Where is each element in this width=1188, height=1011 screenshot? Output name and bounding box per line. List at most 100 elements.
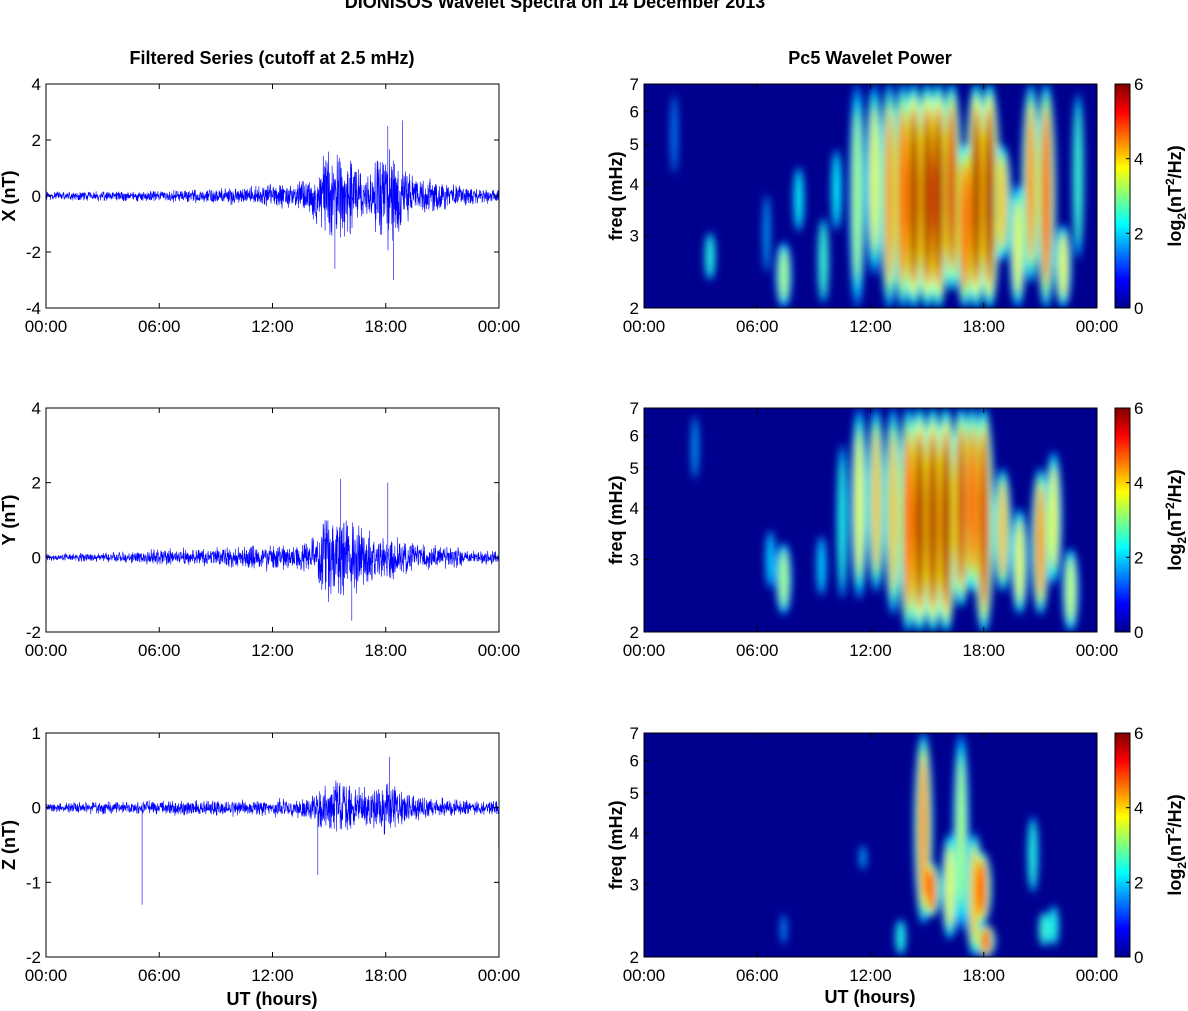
colorbar-label-sub: 2 xyxy=(1175,537,1188,544)
power-streak xyxy=(927,869,934,910)
colorbar-label-tail: /Hz) xyxy=(1165,469,1185,502)
x-tick-label: 06:00 xyxy=(138,641,181,660)
power-streak xyxy=(890,436,897,586)
x-tick-label: 06:00 xyxy=(138,317,181,336)
power-streak xyxy=(1027,111,1034,256)
power-streak xyxy=(942,439,950,601)
spectrum-panel-1: 2 3 4 5 6 7 00:00 06:00 12:00 18:00 00:00 freq (mHz… xyxy=(606,75,1188,336)
power-streak xyxy=(1050,909,1057,942)
colorbar xyxy=(1114,407,1131,633)
x-tick-label: 06:00 xyxy=(736,641,779,660)
power-streak xyxy=(873,433,880,567)
y-tick-label: -1 xyxy=(26,873,41,892)
series-line-z xyxy=(46,756,499,905)
colorbar-label-base: log xyxy=(1165,220,1185,247)
power-streak xyxy=(980,439,987,601)
series-panel-x: -4 -2 0 2 4 00:00 06:00 12:00 18:00 00:00 X (nT) xyxy=(0,75,520,336)
x-tick-label: 00:00 xyxy=(478,641,521,660)
colorbar-tick-label: 2 xyxy=(1134,548,1143,567)
power-streak xyxy=(935,115,942,277)
y-tick-label: 6 xyxy=(630,752,639,771)
y-tick-label: 7 xyxy=(630,399,639,418)
colorbar-label-sup: 2 xyxy=(1163,827,1177,834)
x-tick-label: 00:00 xyxy=(1076,641,1119,660)
power-map xyxy=(644,408,1097,632)
power-streak xyxy=(780,552,787,605)
power-streak xyxy=(957,435,965,580)
power-streak xyxy=(999,485,1006,575)
y-tick-label: 2 xyxy=(630,623,639,642)
y-axis-label: X (nT) xyxy=(0,171,19,222)
colorbar-tick-label: 6 xyxy=(1134,724,1143,743)
y-tick-label: -2 xyxy=(26,948,41,967)
right-column-title: Pc5 Wavelet Power xyxy=(788,48,951,68)
power-streak xyxy=(982,928,989,953)
power-streak xyxy=(780,250,787,299)
y-tick-label: 2 xyxy=(32,131,41,150)
left-column-title: Filtered Series (cutoff at 2.5 mHz) xyxy=(129,48,414,68)
x-tick-label: 00:00 xyxy=(1076,966,1119,985)
series-line-x xyxy=(46,120,499,280)
power-streak xyxy=(1043,115,1050,277)
power-streak xyxy=(854,115,861,277)
y-tick-label: 4 xyxy=(630,499,639,518)
y-tick-label: 4 xyxy=(32,399,41,418)
y-tick-label: 3 xyxy=(630,876,639,895)
power-streak xyxy=(978,862,985,915)
spectrum-panel-3: 2 3 4 5 6 7 00:00 06:00 12:00 18:00 00:00 freq (mHz… xyxy=(606,724,1188,985)
y-tick-label: 5 xyxy=(630,135,639,154)
colorbar-label-sub: 2 xyxy=(1175,213,1188,220)
power-streak xyxy=(871,110,878,249)
power-streak xyxy=(969,433,976,567)
power-streak xyxy=(948,112,955,262)
colorbar xyxy=(1114,83,1131,309)
y-tick-label: 6 xyxy=(630,103,639,122)
y-tick-label: 2 xyxy=(630,948,639,967)
y-tick-label: 0 xyxy=(32,187,41,206)
power-streak xyxy=(1014,201,1021,291)
power-streak xyxy=(1029,823,1036,885)
power-streak xyxy=(833,156,840,223)
y-axis-label: freq (mHz) xyxy=(606,475,626,564)
colorbar-label-base: log xyxy=(1165,869,1185,896)
series-panel-z: -2 -1 0 1 00:00 06:00 12:00 18:00 00:00 Z (nT) xyxy=(0,724,520,985)
colorbar-tick-label: 4 xyxy=(1134,150,1143,169)
x-tick-label: 18:00 xyxy=(364,317,407,336)
power-streak xyxy=(897,922,904,952)
power-streak xyxy=(856,434,863,573)
power-streak xyxy=(972,115,980,277)
x-tick-label: 12:00 xyxy=(251,317,294,336)
power-streak xyxy=(707,237,714,276)
plot-frame xyxy=(45,732,500,958)
power-streak xyxy=(795,173,802,226)
y-tick-label: 4 xyxy=(630,824,639,843)
power-streak xyxy=(923,115,931,277)
x-tick-label: 18:00 xyxy=(962,317,1005,336)
x-axis-label-left: UT (hours) xyxy=(227,989,318,1009)
x-tick-label: 06:00 xyxy=(736,317,779,336)
plot-frame xyxy=(45,407,500,633)
y-tick-label: 5 xyxy=(630,784,639,803)
power-streak xyxy=(929,439,937,601)
x-tick-label: 18:00 xyxy=(364,966,407,985)
power-streak xyxy=(691,419,698,476)
x-tick-label: 00:00 xyxy=(1076,317,1119,336)
y-tick-label: 3 xyxy=(630,551,639,570)
x-tick-label: 00:00 xyxy=(25,641,68,660)
colorbar-label-unit: (nT xyxy=(1165,509,1185,537)
power-streak xyxy=(671,98,678,171)
power-streaks xyxy=(691,408,1079,632)
y-tick-label: 4 xyxy=(630,175,639,194)
power-streak xyxy=(1067,559,1074,621)
x-tick-label: 18:00 xyxy=(962,641,1005,660)
colorbar-tick-label: 6 xyxy=(1134,399,1143,418)
colorbar-tick-label: 2 xyxy=(1134,224,1143,243)
y-tick-label: -2 xyxy=(26,243,41,262)
power-background xyxy=(644,733,1097,957)
power-streak xyxy=(820,226,827,295)
x-tick-label: 00:00 xyxy=(623,641,666,660)
x-tick-label: 12:00 xyxy=(849,641,892,660)
x-tick-label: 00:00 xyxy=(478,317,521,336)
series-line-y xyxy=(46,478,499,621)
y-axis-label: Z (nT) xyxy=(0,820,19,870)
